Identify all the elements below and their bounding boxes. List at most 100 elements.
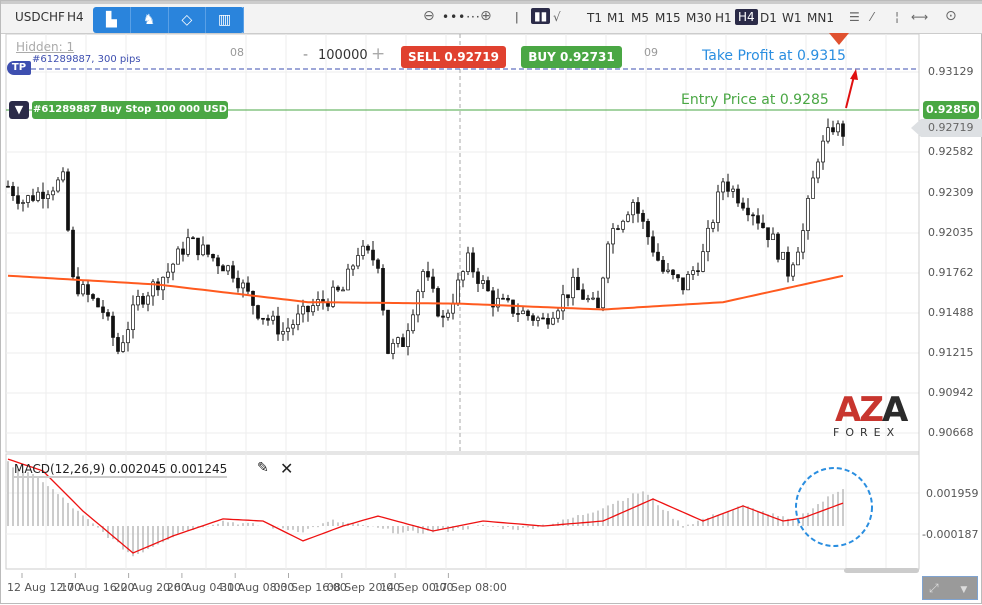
- timeframe-w1[interactable]: W1: [782, 11, 802, 25]
- close-indicator-icon[interactable]: ✕: [280, 459, 294, 478]
- candle-body: [301, 305, 305, 315]
- candle-body: [311, 305, 315, 313]
- price-tick: 0.92582: [928, 145, 974, 158]
- candle-body: [691, 270, 695, 275]
- templates-icon[interactable]: ▥: [206, 7, 244, 33]
- candle-body: [776, 233, 780, 260]
- timeframe-t1[interactable]: T1: [587, 11, 602, 25]
- pending-order-label[interactable]: #61289887 Buy Stop 100 000 USD: [32, 101, 228, 119]
- candle-body: [751, 214, 755, 217]
- timeframe-d1[interactable]: D1: [760, 11, 777, 25]
- more-icon[interactable]: ⊙: [945, 8, 957, 24]
- timeframe-m15[interactable]: M15: [655, 11, 681, 25]
- candle-body: [426, 271, 430, 278]
- candle-body: [731, 188, 735, 192]
- fibonacci-icon[interactable]: ☰: [849, 10, 860, 24]
- candle-body: [711, 222, 715, 229]
- candle-body: [696, 270, 700, 273]
- line-chart-icon[interactable]: √: [553, 10, 561, 24]
- zoom-in-icon[interactable]: ⊕: [480, 8, 492, 24]
- price-tick: 0.92309: [928, 186, 974, 199]
- candle-body: [131, 304, 135, 331]
- timeframe-label[interactable]: H4: [67, 10, 84, 24]
- candle-body: [46, 194, 50, 199]
- candle-body: [71, 229, 75, 278]
- candle-body: [606, 243, 610, 279]
- time-label: 03 Sep 16:00: [273, 581, 347, 594]
- time-label: 17 Aug 16:00: [60, 581, 135, 594]
- chart-settings-button[interactable]: ⤢ ▼: [922, 576, 978, 600]
- candle-body: [546, 318, 550, 325]
- candle-body: [641, 213, 645, 222]
- zoom-slider[interactable]: •••···: [442, 10, 481, 24]
- candle-body: [191, 237, 195, 240]
- candle-body: [306, 305, 310, 313]
- hidden-count[interactable]: Hidden: 1: [16, 40, 75, 54]
- candle-body: [36, 191, 40, 201]
- time-label: 26 Aug 04:00: [166, 581, 242, 594]
- time-label: 17 Sep 08:00: [433, 581, 507, 594]
- candle-body: [76, 276, 80, 295]
- buy-button[interactable]: BUY 0.92731: [521, 46, 622, 68]
- candle-body: [596, 297, 600, 309]
- chart-tools-group: ▙ ♞ ◇ ▥: [93, 7, 244, 33]
- time-label: 12 Aug 12:00: [7, 581, 82, 594]
- tp-marker-icon: [829, 33, 849, 45]
- candle-body: [531, 315, 535, 321]
- candle-body: [186, 237, 190, 255]
- candle-body: [626, 214, 630, 222]
- zoom-out-icon[interactable]: ⊖: [423, 8, 435, 24]
- timeframe-m5[interactable]: M5: [631, 11, 649, 25]
- timeframe-m30[interactable]: M30: [686, 11, 712, 25]
- candle-body: [486, 280, 490, 292]
- tp-badge[interactable]: TP: [7, 61, 31, 75]
- bar-type-icon[interactable]: ǀ: [515, 10, 519, 24]
- timeframe-mn1[interactable]: MN1: [807, 11, 834, 25]
- volume-plus-button[interactable]: +: [371, 44, 386, 64]
- candle-body: [581, 289, 585, 300]
- candle-body: [211, 253, 215, 259]
- trendline-icon[interactable]: ⁄: [871, 10, 874, 24]
- indicator-icon[interactable]: ♞: [131, 7, 169, 33]
- horizontal-line-icon[interactable]: ⟷: [911, 10, 929, 24]
- macd-tick: 0.001959: [926, 487, 979, 500]
- timeframe-h1[interactable]: H1: [715, 11, 732, 25]
- candle-body: [726, 181, 730, 192]
- candle-body: [676, 274, 680, 279]
- candles-icon[interactable]: ▮▮: [531, 8, 551, 24]
- candle-body: [436, 288, 440, 317]
- candle-body: [176, 248, 180, 265]
- candle-body: [226, 265, 230, 272]
- timeframe-h4[interactable]: H4: [735, 9, 758, 25]
- time-label: 08 Sep 20:00: [326, 581, 401, 594]
- candle-body: [781, 251, 785, 260]
- candle-body: [11, 186, 15, 197]
- volume-input[interactable]: 100000: [318, 48, 368, 63]
- candle-body: [446, 312, 450, 318]
- candle-body: [291, 324, 295, 329]
- candle-body: [366, 245, 370, 251]
- candle-body: [371, 249, 375, 261]
- arrow-line: [845, 75, 855, 109]
- day-label: 08: [230, 46, 244, 59]
- candle-body: [836, 123, 840, 133]
- candle-body: [826, 127, 830, 142]
- timeframe-m1[interactable]: M1: [607, 11, 625, 25]
- candle-body: [31, 195, 35, 201]
- bar-chart-icon[interactable]: ▙: [93, 7, 131, 33]
- symbol-label[interactable]: USDCHF: [15, 10, 65, 24]
- price-tick: 0.91488: [928, 306, 974, 319]
- candle-body: [161, 276, 165, 291]
- volume-minus-button[interactable]: -: [303, 47, 309, 63]
- diamond-icon[interactable]: ◇: [169, 7, 207, 33]
- candle-body: [706, 227, 710, 253]
- edit-indicator-icon[interactable]: ✎: [257, 460, 269, 476]
- horizontal-scrollbar[interactable]: [844, 568, 919, 573]
- chevron-down-icon: ▼: [960, 585, 968, 595]
- candle-body: [561, 294, 565, 312]
- candle-body: [146, 295, 150, 305]
- sell-button[interactable]: SELL 0.92719: [401, 46, 506, 68]
- order-menu-icon[interactable]: ▼: [9, 101, 29, 119]
- vertical-line-icon[interactable]: ¦: [895, 10, 900, 24]
